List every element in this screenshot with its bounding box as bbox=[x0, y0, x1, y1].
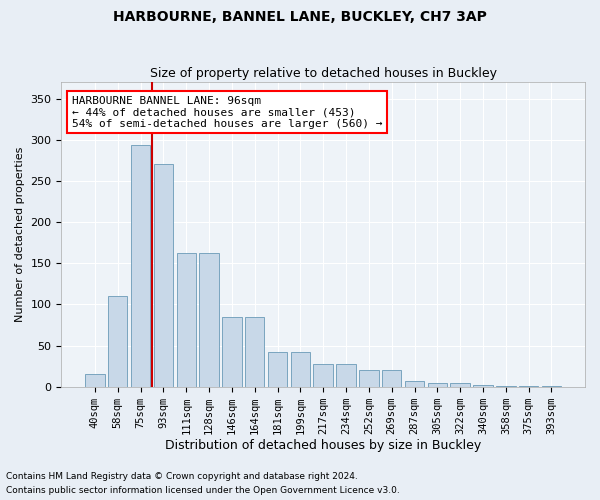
Bar bbox=[337, 364, 356, 386]
Bar bbox=[108, 296, 127, 386]
Y-axis label: Number of detached properties: Number of detached properties bbox=[15, 146, 25, 322]
Bar bbox=[268, 352, 287, 386]
Title: Size of property relative to detached houses in Buckley: Size of property relative to detached ho… bbox=[150, 66, 497, 80]
Bar bbox=[290, 352, 310, 386]
Bar bbox=[245, 316, 265, 386]
X-axis label: Distribution of detached houses by size in Buckley: Distribution of detached houses by size … bbox=[165, 440, 481, 452]
Bar bbox=[451, 384, 470, 386]
Bar bbox=[222, 316, 242, 386]
Text: Contains public sector information licensed under the Open Government Licence v3: Contains public sector information licen… bbox=[6, 486, 400, 495]
Bar bbox=[199, 252, 219, 386]
Bar bbox=[313, 364, 333, 386]
Bar bbox=[473, 385, 493, 386]
Bar bbox=[405, 381, 424, 386]
Text: HARBOURNE, BANNEL LANE, BUCKLEY, CH7 3AP: HARBOURNE, BANNEL LANE, BUCKLEY, CH7 3AP bbox=[113, 10, 487, 24]
Bar bbox=[154, 164, 173, 386]
Bar bbox=[428, 382, 447, 386]
Text: HARBOURNE BANNEL LANE: 96sqm
← 44% of detached houses are smaller (453)
54% of s: HARBOURNE BANNEL LANE: 96sqm ← 44% of de… bbox=[72, 96, 382, 129]
Bar bbox=[176, 252, 196, 386]
Bar bbox=[382, 370, 401, 386]
Bar bbox=[359, 370, 379, 386]
Bar bbox=[131, 146, 150, 386]
Text: Contains HM Land Registry data © Crown copyright and database right 2024.: Contains HM Land Registry data © Crown c… bbox=[6, 472, 358, 481]
Bar bbox=[85, 374, 104, 386]
